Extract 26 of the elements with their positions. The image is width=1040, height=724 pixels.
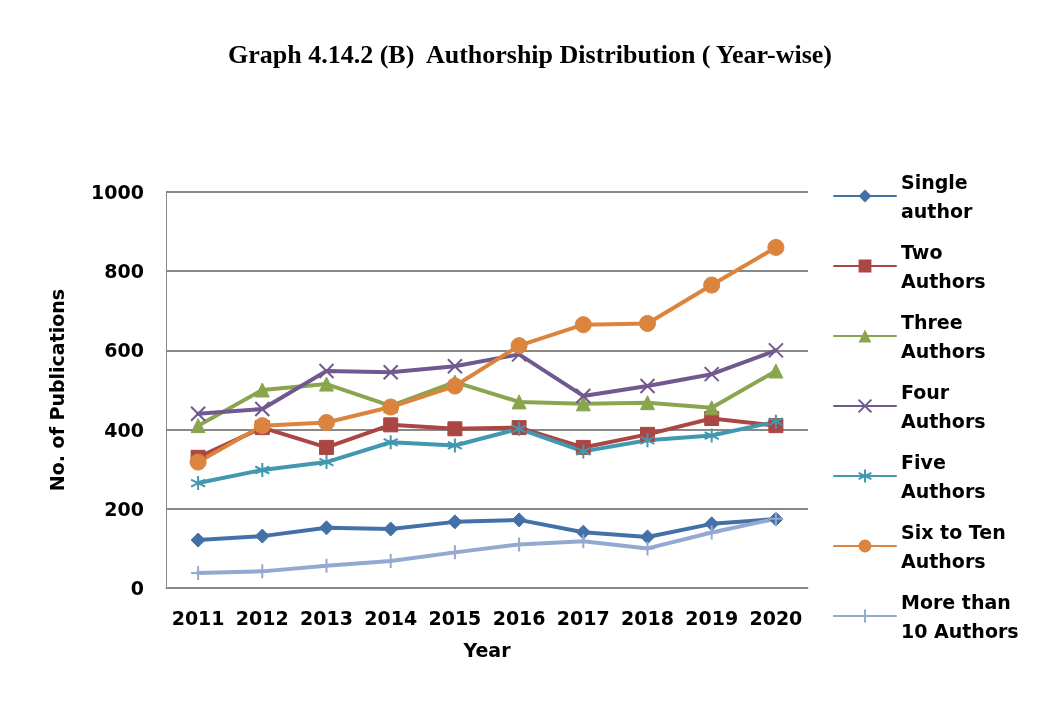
x-tick-label: 2011	[171, 606, 225, 629]
legend-label: Three Authors	[901, 310, 986, 362]
y-tick-label: 200	[104, 497, 144, 520]
legend-label: Single author	[901, 170, 975, 222]
x-tick-label: 2012	[235, 606, 289, 629]
legend-label: More than 10 Authors	[901, 590, 1019, 642]
y-tick-label: 800	[104, 260, 144, 283]
x-tick-label: 2013	[300, 606, 353, 629]
x-axis-title: Year	[462, 638, 512, 661]
x-tick-label: 2014	[364, 606, 418, 629]
legend-label: Four Authors	[901, 380, 986, 432]
chart-title: Graph 4.14.2 (B) Authorship Distribution ( Year-wise)	[227, 39, 833, 69]
y-tick-label: 600	[104, 339, 144, 362]
x-tick-label: 2016	[492, 606, 546, 629]
x-tick-label: 2020	[749, 606, 803, 629]
y-axis-title: No. of Publications	[45, 288, 68, 492]
x-tick-label: 2018	[621, 606, 674, 629]
legend-label: Two Authors	[901, 240, 986, 292]
y-tick-label: 0	[130, 577, 144, 599]
x-tick-label: 2015	[428, 606, 482, 629]
legend-label: Six to Ten Authors	[901, 520, 1013, 572]
y-tick-label: 400	[104, 418, 144, 441]
y-tick-label: 1000	[91, 181, 144, 203]
legend-label: Five Authors	[901, 450, 986, 502]
x-tick-label: 2019	[685, 606, 739, 629]
x-tick-label: 2017	[556, 606, 610, 629]
